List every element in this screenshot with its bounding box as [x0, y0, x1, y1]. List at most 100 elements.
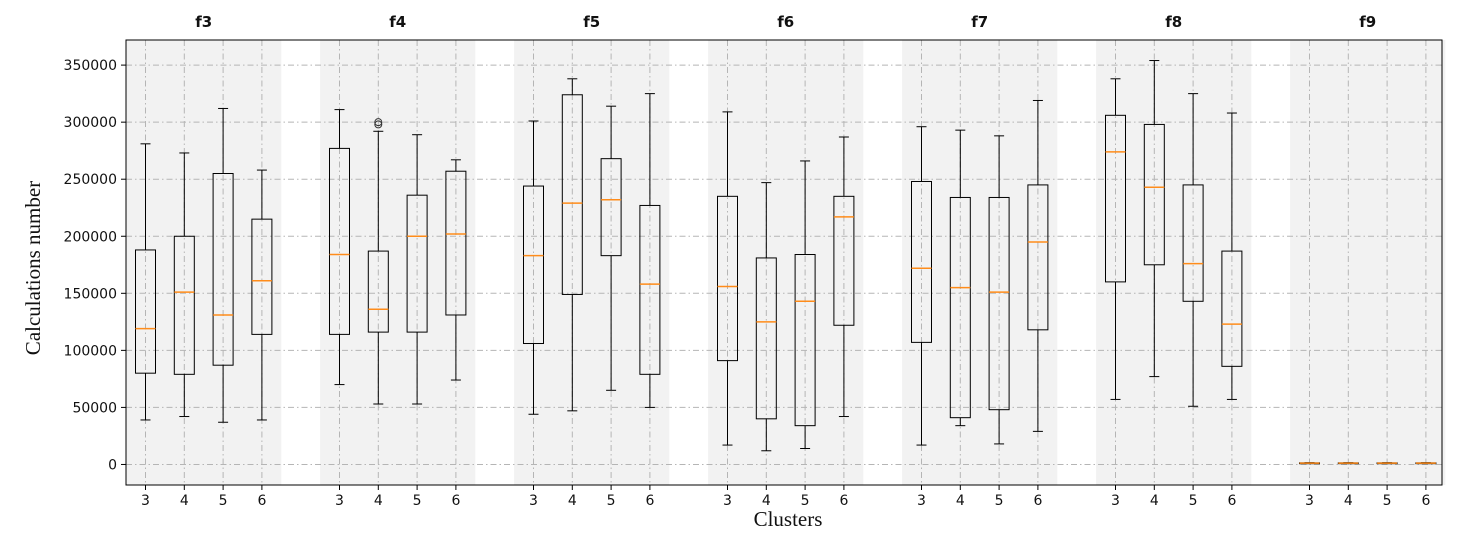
- box-f5-3: [523, 120, 544, 415]
- group-title-f3: f3: [195, 13, 212, 31]
- x-tick-label: 3: [1111, 493, 1120, 509]
- x-tick-label: 3: [1305, 493, 1314, 509]
- box-body: [251, 218, 273, 335]
- y-axis-label: Calculations number: [21, 181, 45, 355]
- flier-point: [374, 120, 383, 129]
- box-body: [755, 257, 777, 420]
- y-tick-label: 300000: [64, 115, 117, 131]
- box-f4-6: [445, 159, 467, 381]
- box-body: [1027, 184, 1049, 331]
- box-body: [173, 235, 195, 375]
- box-body: [717, 195, 738, 362]
- box-f8-5: [1182, 93, 1204, 407]
- group-panel-f3: [126, 40, 282, 485]
- x-tick-label: 3: [141, 493, 150, 509]
- box-f8-4: [1143, 60, 1165, 378]
- box-f3-6: [251, 169, 273, 421]
- x-tick-label: 3: [723, 493, 732, 509]
- x-tick-label: 5: [413, 493, 422, 509]
- box-f9-4: [1337, 462, 1359, 465]
- box-body: [639, 204, 661, 375]
- box-f8-6: [1221, 112, 1243, 400]
- box-body: [561, 94, 583, 295]
- group-panel-f9: [1290, 40, 1446, 485]
- box-body: [911, 180, 932, 343]
- box-f4-4: [367, 118, 389, 405]
- box-body: [329, 147, 350, 335]
- box-f9-3: [1299, 462, 1320, 465]
- box-f9-6: [1415, 462, 1437, 465]
- box-f5-6: [639, 93, 661, 408]
- box-body: [1221, 250, 1243, 367]
- box-body: [523, 185, 544, 345]
- box-body: [135, 249, 156, 374]
- x-tick-label: 4: [1344, 493, 1353, 509]
- box-body: [949, 196, 971, 419]
- x-tick-label: 4: [180, 493, 189, 509]
- x-tick-label: 6: [257, 493, 266, 509]
- group-panel-f7: [902, 40, 1058, 485]
- box-f9-5: [1376, 462, 1398, 465]
- box-body: [988, 196, 1010, 411]
- x-tick-label: 6: [1227, 493, 1236, 509]
- y-tick-label: 250000: [64, 172, 117, 188]
- y-tick-label: 350000: [64, 58, 117, 74]
- flier-point: [374, 118, 383, 127]
- group-title-f7: f7: [971, 13, 988, 31]
- box-f3-5: [212, 107, 234, 423]
- x-axis: 3 4 5 6 3 4 5 6 3 4 5 6 3 4 5 6 3 4 5 6 3 4 5 6 3 4 5 6: [141, 485, 1430, 509]
- box-f6-4: [755, 182, 777, 452]
- box-body: [1143, 123, 1165, 266]
- group-panel-f4: [320, 40, 476, 485]
- y-tick-label: 0: [108, 457, 117, 473]
- box-f8-3: [1105, 78, 1126, 400]
- box-f4-5: [406, 134, 428, 405]
- x-tick-label: 6: [1421, 493, 1430, 509]
- box-body: [212, 173, 234, 366]
- box-f7-3: [911, 126, 932, 446]
- plot-frame: [125, 39, 1443, 486]
- x-tick-label: 4: [374, 493, 383, 509]
- box-body: [367, 250, 389, 333]
- group-title-f6: f6: [777, 13, 794, 31]
- x-axis-label: Clusters: [754, 507, 823, 531]
- box-f5-4: [561, 78, 583, 412]
- x-tick-label: 5: [607, 493, 616, 509]
- group-panel-f5: [514, 40, 670, 485]
- x-tick-label: 5: [1189, 493, 1198, 509]
- box-f6-3: [717, 111, 738, 446]
- x-tick-label: 4: [1150, 493, 1159, 509]
- x-tick-label: 4: [956, 493, 965, 509]
- group-panel-f8: [1096, 40, 1252, 485]
- group-title-f9: f9: [1359, 13, 1376, 31]
- group-titles: f3 f4 f5 f6 f7 f8 f9: [195, 13, 1376, 31]
- box-f7-5: [988, 135, 1010, 445]
- box-body: [406, 194, 428, 333]
- x-tick-label: 3: [917, 493, 926, 509]
- y-tick-label: 200000: [64, 229, 117, 245]
- box-f3-3: [135, 143, 156, 421]
- group-title-f5: f5: [583, 13, 600, 31]
- x-tick-label: 5: [801, 493, 810, 509]
- x-tick-label: 3: [529, 493, 538, 509]
- box-body: [1105, 114, 1126, 283]
- box-f5-5: [600, 105, 622, 391]
- y-tick-label: 150000: [64, 286, 117, 302]
- y-tick-label: 100000: [64, 343, 117, 359]
- box-f6-6: [833, 136, 855, 418]
- y-tick-label: 50000: [72, 400, 117, 416]
- y-axis: 0 50000 100000 150000 200000 250000 300000 3500…: [64, 58, 126, 473]
- x-tick-label: 3: [335, 493, 344, 509]
- x-tick-label: 6: [1033, 493, 1042, 509]
- group-title-f8: f8: [1165, 13, 1182, 31]
- box-f3-4: [173, 152, 195, 418]
- box-body: [600, 158, 622, 257]
- group-panels: [126, 40, 1446, 485]
- box-body: [445, 170, 467, 316]
- group-panel-f6: [708, 40, 864, 485]
- box-f4-3: [329, 109, 350, 386]
- group-title-f4: f4: [389, 13, 406, 31]
- box-f7-4: [949, 129, 971, 427]
- boxes-layer: [135, 60, 1437, 465]
